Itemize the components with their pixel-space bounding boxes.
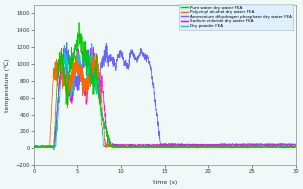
X-axis label: time (s): time (s) (153, 180, 177, 185)
Legend: Pure water dry water FEA, Polyvinyl alcohol dry water FEA, Ammonium dihydrogen p: Pure water dry water FEA, Polyvinyl alco… (179, 4, 293, 30)
Y-axis label: temperature (℃): temperature (℃) (4, 58, 10, 112)
